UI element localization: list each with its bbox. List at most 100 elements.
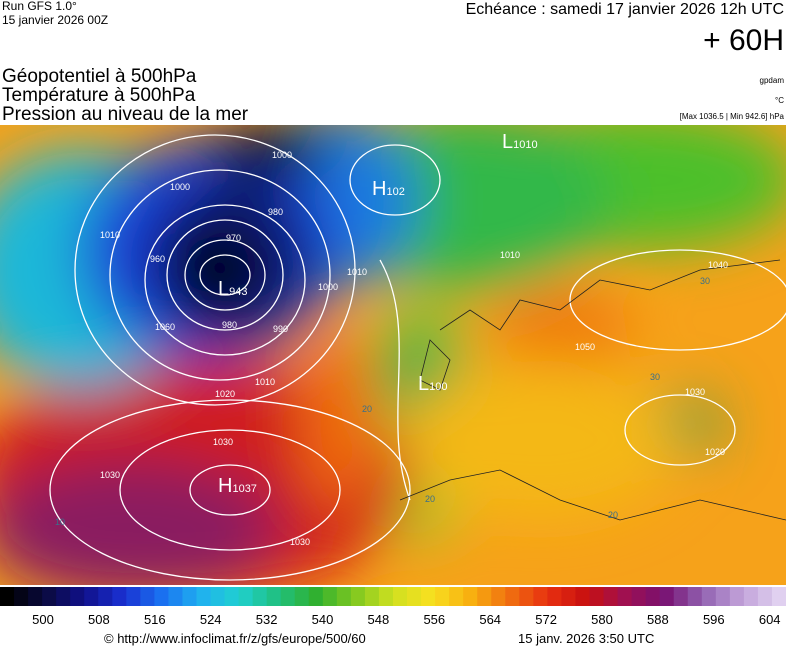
colorbar-swatch xyxy=(673,587,689,606)
colorbar-swatch xyxy=(575,587,590,606)
colorbar-swatch xyxy=(589,587,605,606)
center: H1037 xyxy=(218,475,257,497)
contour-label: 1050 xyxy=(575,342,595,352)
run-date: 15 janvier 2026 00Z xyxy=(2,13,108,27)
colorbar-swatch xyxy=(350,587,366,606)
contour-label: 1030 xyxy=(685,387,705,397)
colorbar-swatch xyxy=(603,587,619,606)
center-labels: L943 H1037 H102 L1010 L100 xyxy=(218,131,538,497)
colorbar-swatch xyxy=(112,587,127,606)
colorbar-swatch xyxy=(743,587,759,606)
contour-label: 1000 xyxy=(272,150,292,160)
temp-label: 20 xyxy=(362,404,372,414)
header: Run GFS 1.0° 15 janvier 2026 00Z Echéanc… xyxy=(2,0,785,125)
contour-label: 1010 xyxy=(255,377,275,387)
source: gpdam xyxy=(760,76,785,85)
colorbar: 500 508 516 524 532 540 548 556 564 572 580 588 596 6… xyxy=(0,587,786,627)
contour-label: 1010 xyxy=(347,267,367,277)
colorbar-swatch xyxy=(28,587,43,606)
layer: Géopotentiel à 500hPa xyxy=(2,66,197,87)
temp-label: 10 xyxy=(55,517,65,527)
colorbar-swatch xyxy=(631,587,647,606)
colorbar-swatch xyxy=(154,587,169,606)
colorbar-swatch xyxy=(182,587,197,606)
time: 15 janv. 2026 3:50 UTC xyxy=(518,631,654,646)
center: L100 xyxy=(418,373,447,395)
contour-label: 1000 xyxy=(170,182,190,192)
colorbar-swatch xyxy=(533,587,548,606)
colorbar-swatch xyxy=(393,587,408,606)
colorbar-swatch xyxy=(687,587,703,606)
center: H102 xyxy=(372,178,405,200)
colorbar-swatch xyxy=(14,587,29,606)
unit: °C xyxy=(775,96,784,105)
colorbar-label: 604 xyxy=(759,612,781,627)
colorbar-swatch xyxy=(224,587,240,606)
colorbar-label: 564 xyxy=(479,612,501,627)
colorbar-swatch xyxy=(659,587,675,606)
colorbar-swatch xyxy=(336,587,352,606)
colorbar-label: 580 xyxy=(591,612,613,627)
colorbar-swatch xyxy=(266,587,282,606)
layer: Pression au niveau de la mer xyxy=(2,104,249,125)
colorbar-swatch xyxy=(491,587,506,606)
colorbar-swatch xyxy=(168,587,183,606)
colorbar-swatch xyxy=(617,587,633,606)
contour-label: 1000 xyxy=(318,282,338,292)
colorbar-swatch xyxy=(561,587,576,606)
colorbar-swatch xyxy=(294,587,310,606)
colorbar-swatch xyxy=(421,587,436,606)
contour-label: 1010 xyxy=(100,230,120,240)
echeance: Echéance : samedi 17 janvier 2026 12h UT… xyxy=(466,1,784,18)
colorbar-swatch xyxy=(729,587,745,606)
contour-label: 1060 xyxy=(155,322,175,332)
colorbar-swatch xyxy=(322,587,338,606)
colorbar-label: 572 xyxy=(535,612,557,627)
colorbar-label: 532 xyxy=(256,612,278,627)
temp-label: 20 xyxy=(608,510,618,520)
colorbar-label: 540 xyxy=(312,612,334,627)
colorbar-swatch xyxy=(140,587,155,606)
colorbar-label: 556 xyxy=(423,612,445,627)
colorbar-swatch xyxy=(308,587,324,606)
colorbar-swatch xyxy=(505,587,520,606)
colorbar-swatch xyxy=(757,587,773,606)
colorbar-swatch xyxy=(715,587,731,606)
colorbar-swatch xyxy=(449,587,464,606)
colorbar-label: 548 xyxy=(368,612,390,627)
colorbar-swatch xyxy=(252,587,268,606)
colorbar-label: 508 xyxy=(88,612,110,627)
colorbar-swatch xyxy=(771,587,786,606)
colorbar-swatch xyxy=(84,587,99,606)
colorbar-swatch xyxy=(378,587,394,606)
colorbar-swatch xyxy=(701,587,717,606)
url: © http://www.infoclimat.fr/z/gfs/europe/… xyxy=(104,631,366,646)
temp-label: 20 xyxy=(425,494,435,504)
run: Run GFS 1.0° xyxy=(2,0,77,13)
contour-label: 1020 xyxy=(705,447,725,457)
layer: Température à 500hPa xyxy=(2,85,196,106)
colorbar-swatch xyxy=(126,587,141,606)
contour-label: 1040 xyxy=(708,260,728,270)
contour-label: 980 xyxy=(268,207,283,217)
colorbar-swatch xyxy=(463,587,478,606)
colorbar-swatch xyxy=(238,587,254,606)
colorbar-swatch xyxy=(519,587,534,606)
contour-label: 960 xyxy=(150,254,165,264)
colorbar-swatch xyxy=(56,587,71,606)
contour-label: 1030 xyxy=(100,470,120,480)
contour-label: 980 xyxy=(222,320,237,330)
colorbar-label: 588 xyxy=(647,612,669,627)
lead: + 60H xyxy=(703,24,784,57)
contour-labels: 1000 1000 1010 980 970 980 990 1000 1010… xyxy=(55,150,728,547)
contour-label: 1020 xyxy=(215,389,235,399)
center: L1010 xyxy=(502,131,538,153)
contour-label: 1030 xyxy=(213,437,233,447)
colorbar-swatch xyxy=(70,587,85,606)
colorbar-swatch xyxy=(196,587,212,606)
colorbar-swatch xyxy=(645,587,661,606)
temp-label: 30 xyxy=(650,372,660,382)
map xyxy=(0,125,786,585)
contour-label: 1030 xyxy=(290,537,310,547)
